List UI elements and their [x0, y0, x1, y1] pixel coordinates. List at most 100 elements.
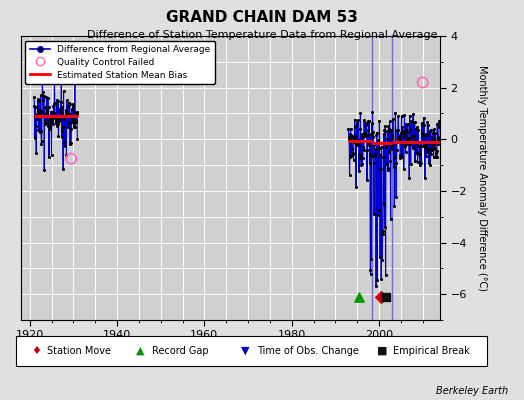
- Point: [33, 115, 41, 122]
- Point: [72, 118, 80, 124]
- Point: [378, 257, 387, 264]
- Point: [52, 97, 61, 103]
- Point: [51, 118, 60, 124]
- Point: [64, 124, 72, 130]
- Point: [43, 95, 52, 101]
- Point: [45, 154, 53, 160]
- Point: [36, 92, 45, 98]
- Point: [70, 109, 78, 115]
- Point: [375, 118, 384, 124]
- Point: [384, 166, 392, 173]
- Point: [422, 141, 430, 147]
- Point: [48, 115, 56, 121]
- Point: [375, 144, 383, 151]
- Point: [381, 272, 390, 278]
- Point: [51, 114, 59, 121]
- Point: [38, 109, 46, 116]
- Point: [423, 118, 432, 125]
- Point: [68, 118, 77, 125]
- Point: [427, 139, 435, 145]
- Point: [30, 94, 38, 100]
- Point: [422, 153, 431, 160]
- Point: [367, 131, 375, 138]
- Point: [420, 114, 428, 121]
- Point: [385, 125, 393, 132]
- Point: [346, 154, 354, 160]
- Point: [404, 135, 412, 141]
- Point: [366, 151, 374, 157]
- Text: Record Gap: Record Gap: [152, 346, 209, 356]
- Point: [388, 132, 396, 138]
- Point: [353, 142, 362, 148]
- Point: [370, 142, 378, 148]
- Point: [435, 123, 444, 129]
- Point: [430, 135, 439, 142]
- Point: [63, 109, 71, 116]
- Point: [364, 118, 373, 124]
- Point: [398, 154, 406, 160]
- Point: [393, 127, 401, 133]
- Point: [354, 116, 363, 123]
- Point: [384, 165, 392, 171]
- Point: [379, 227, 387, 234]
- Point: [371, 146, 379, 152]
- Text: ■: ■: [377, 346, 388, 356]
- Point: [61, 143, 69, 150]
- Point: [435, 124, 444, 130]
- Text: Berkeley Earth: Berkeley Earth: [436, 386, 508, 396]
- Point: [349, 151, 357, 157]
- Point: [385, 149, 394, 155]
- Point: [73, 109, 81, 115]
- Text: Empirical Break: Empirical Break: [393, 346, 470, 356]
- Text: Time of Obs. Change: Time of Obs. Change: [257, 346, 358, 356]
- Point: [423, 149, 431, 155]
- Point: [72, 119, 81, 126]
- Point: [48, 109, 57, 115]
- Point: [40, 166, 48, 173]
- Point: [374, 212, 382, 218]
- Point: [402, 121, 410, 128]
- Point: [34, 107, 42, 113]
- Point: [361, 130, 369, 136]
- Point: [368, 153, 376, 159]
- Point: [367, 255, 376, 262]
- Point: [62, 97, 71, 104]
- Point: [378, 230, 387, 237]
- Point: [391, 140, 399, 146]
- Point: [38, 138, 46, 144]
- Point: [376, 254, 384, 260]
- Point: [30, 103, 39, 109]
- Point: [344, 126, 353, 132]
- Point: [366, 271, 375, 277]
- Point: [433, 154, 441, 160]
- Point: [348, 134, 356, 140]
- Point: [40, 93, 48, 99]
- Point: [403, 141, 411, 148]
- Point: [403, 121, 412, 128]
- Point: [56, 116, 64, 122]
- Point: [363, 132, 371, 138]
- Point: [361, 130, 369, 137]
- Point: [41, 111, 50, 117]
- Point: [362, 122, 370, 128]
- Point: [361, 132, 369, 139]
- Point: [348, 146, 357, 152]
- Point: [66, 111, 74, 118]
- Point: [371, 152, 379, 159]
- Point: [414, 127, 422, 134]
- Point: [37, 141, 46, 147]
- Point: [36, 111, 45, 117]
- Point: [70, 120, 79, 126]
- Point: [373, 130, 381, 136]
- Point: [429, 144, 438, 150]
- Point: [352, 141, 360, 148]
- Point: [352, 123, 361, 129]
- Point: [351, 116, 359, 123]
- Point: [359, 147, 368, 154]
- Point: [64, 103, 72, 109]
- Point: [44, 123, 52, 130]
- Point: [73, 136, 82, 142]
- Point: [41, 121, 50, 127]
- Point: [345, 136, 353, 142]
- Point: [356, 110, 365, 116]
